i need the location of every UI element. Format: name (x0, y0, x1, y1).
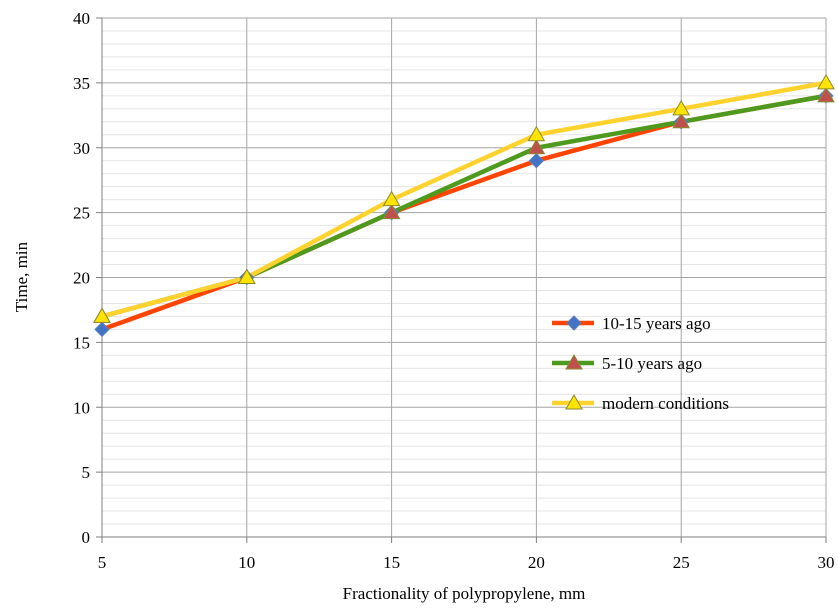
y-axis-label: Time, min (12, 241, 31, 312)
y-tick-label: 15 (73, 333, 90, 352)
data-point (817, 86, 835, 103)
data-point (527, 125, 546, 142)
data-point (94, 321, 110, 338)
y-tick-label: 10 (73, 398, 90, 417)
series-lines (99, 80, 829, 332)
legend: 10-15 years ago 5-10 years ago modern cond… (552, 314, 729, 413)
series-markers (93, 73, 835, 338)
data-point (382, 190, 401, 207)
data-point (817, 73, 835, 90)
data-point (93, 307, 111, 323)
x-tick-label: 10 (238, 553, 255, 572)
legend-marker-1 (565, 353, 583, 370)
data-point (382, 203, 401, 220)
grid (101, 17, 827, 538)
data-point (672, 112, 691, 129)
x-axis-label: Fractionality of polypropylene, mm (343, 584, 586, 603)
legend-label-0: 10-15 years ago (602, 314, 711, 333)
x-tick-label: 20 (528, 553, 545, 572)
series-line-2 (99, 80, 829, 319)
x-tick-label: 5 (98, 553, 107, 572)
y-tick-label: 0 (82, 528, 91, 547)
legend-marker-0 (566, 315, 582, 331)
x-tick-label: 15 (383, 553, 400, 572)
y-tick-label: 25 (73, 204, 90, 223)
x-tick-label: 30 (818, 553, 835, 572)
axes (96, 17, 827, 543)
y-tick-label: 35 (73, 74, 90, 93)
legend-label-1: 5-10 years ago (602, 354, 702, 373)
y-tick-label: 30 (73, 139, 90, 158)
y-tick-label: 40 (73, 9, 90, 28)
data-point (527, 138, 546, 155)
data-point (237, 268, 256, 284)
data-point (528, 153, 545, 169)
data-point (672, 99, 691, 116)
y-tick-label: 5 (82, 463, 91, 482)
legend-label-2: modern conditions (602, 394, 729, 413)
legend-marker-2 (565, 393, 583, 410)
x-tick-label: 25 (673, 553, 690, 572)
y-tick-label: 20 (73, 269, 90, 288)
series-line-1 (99, 93, 829, 319)
